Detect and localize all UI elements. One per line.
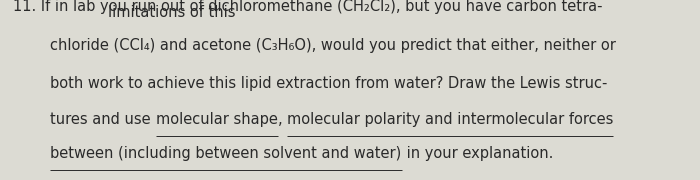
Text: both work to achieve this lipid extraction from water? Draw the Lewis struc-: both work to achieve this lipid extracti… [50, 76, 608, 91]
Text: between (including between solvent and water): between (including between solvent and w… [50, 146, 402, 161]
Text: in your explanation.: in your explanation. [402, 146, 553, 161]
Text: tures and use: tures and use [50, 112, 155, 127]
Text: chloride (CCl₄) and acetone (C₃H₆O), would you predict that either, neither or: chloride (CCl₄) and acetone (C₃H₆O), wou… [50, 38, 616, 53]
Text: 11. If in lab you run out of dichloromethane (CH₂Cl₂), but you have carbon tetra: 11. If in lab you run out of dichloromet… [13, 0, 602, 14]
Text: limitations of this: limitations of this [108, 5, 236, 20]
Text: molecular polarity and intermolecular forces: molecular polarity and intermolecular fo… [287, 112, 613, 127]
Text: molecular shape: molecular shape [155, 112, 277, 127]
Text: ,: , [277, 112, 287, 127]
